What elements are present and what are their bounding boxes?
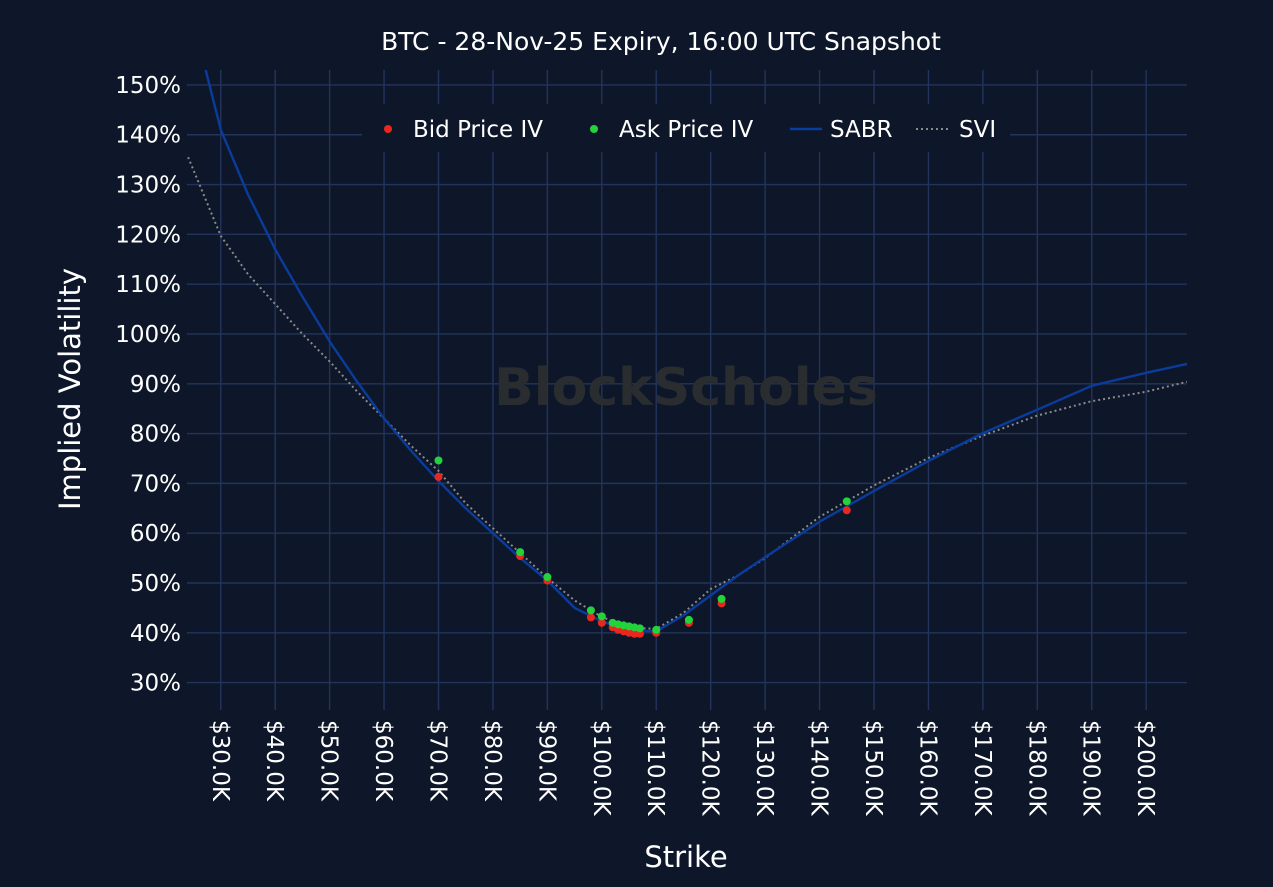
ask-price-iv-point (543, 573, 552, 582)
bid-price-iv-point (842, 506, 851, 515)
y-tick-label: 110% (115, 272, 181, 298)
x-tick-label: $30.0K (207, 720, 233, 802)
x-axis: $30.0K $40.0K $50.0K $60.0K $70.0K $80.0K $90.… (207, 720, 1158, 816)
y-tick-label: 80% (130, 422, 181, 448)
bid-price-iv-point (597, 618, 606, 627)
y-tick-label: 130% (115, 173, 181, 199)
y-tick-label: 100% (115, 322, 181, 348)
y-tick-label: 30% (130, 671, 181, 697)
legend-bid-price-iv-marker (384, 125, 392, 133)
x-tick-label: $70.0K (424, 720, 450, 802)
legend-svi-label: SVI (959, 117, 996, 143)
ask-price-iv-point (586, 606, 595, 615)
legend-ask-price-iv-label: Ask Price IV (619, 117, 754, 143)
y-axis-title: Implied Volatility (53, 268, 87, 510)
x-tick-label: $140.0K (806, 720, 832, 816)
y-tick-label: 150% (115, 73, 181, 99)
legend-ask-price-iv-marker (590, 125, 598, 133)
x-tick-label: $130.0K (751, 720, 777, 816)
ask-price-iv-point (842, 497, 851, 506)
legend-background (362, 104, 1010, 152)
legend-sabr-label: SABR (830, 117, 893, 143)
y-tick-label: 40% (130, 621, 181, 647)
grid (187, 70, 1187, 710)
x-tick-label: $120.0K (697, 720, 723, 816)
x-tick-label: $160.0K (914, 720, 940, 816)
y-axis: 30% 40% 50% 60% 70% 80% 90% 100% 110% 120% 130% 140… (115, 73, 181, 697)
y-tick-label: 120% (115, 222, 181, 248)
legend: Bid Price IV Ask Price IV SABR SVI (362, 104, 1010, 152)
ask-price-iv-point (434, 456, 443, 465)
x-tick-label: $200.0K (1132, 720, 1158, 816)
x-tick-label: $80.0K (479, 720, 505, 802)
plot-area (187, 70, 1187, 638)
y-tick-label: 70% (130, 471, 181, 497)
chart-title: BTC - 28-Nov-25 Expiry, 16:00 UTC Snapsh… (381, 27, 941, 56)
x-tick-label: $110.0K (642, 720, 668, 816)
x-tick-label: $90.0K (533, 720, 559, 802)
bid-price-iv-point (586, 613, 595, 622)
x-tick-label: $150.0K (860, 720, 886, 816)
x-tick-label: $40.0K (261, 720, 287, 802)
bid-price-iv-point (635, 629, 644, 638)
y-tick-label: 140% (115, 123, 181, 149)
x-tick-label: $50.0K (316, 720, 342, 802)
x-axis-title: Strike (644, 840, 727, 874)
x-tick-label: $180.0K (1023, 720, 1049, 816)
legend-bid-price-iv-label: Bid Price IV (413, 117, 543, 143)
ask-price-iv-point (635, 624, 644, 633)
y-tick-label: 50% (130, 571, 181, 597)
y-tick-label: 60% (130, 521, 181, 547)
ask-price-iv-point (684, 615, 693, 624)
ask-price-iv-point (516, 548, 525, 557)
watermark-logo: BlockScholes (494, 358, 878, 418)
y-tick-label: 90% (130, 372, 181, 398)
x-tick-label: $190.0K (1078, 720, 1104, 816)
ask-price-iv-point (717, 594, 726, 603)
x-tick-label: $100.0K (588, 720, 614, 816)
ask-price-iv-point (652, 625, 661, 634)
bid-price-iv-point (434, 472, 443, 481)
x-tick-label: $170.0K (969, 720, 995, 816)
ask-price-iv-point (597, 612, 606, 621)
x-tick-label: $60.0K (370, 720, 396, 802)
